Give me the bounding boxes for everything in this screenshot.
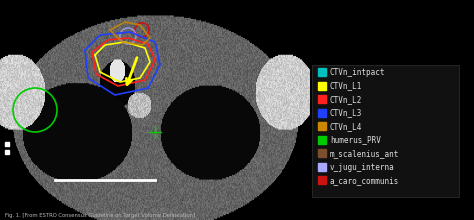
Text: CTVn_L4: CTVn_L4 — [330, 122, 363, 131]
Bar — [318, 149, 326, 157]
Bar — [318, 68, 326, 76]
Bar — [5, 150, 9, 154]
Text: CTVn_L3: CTVn_L3 — [330, 108, 363, 117]
Text: humerus_PRV: humerus_PRV — [330, 136, 381, 145]
FancyBboxPatch shape — [312, 65, 459, 196]
Bar — [318, 176, 326, 184]
Bar — [318, 108, 326, 117]
Bar — [5, 142, 9, 146]
Text: CTVn_L2: CTVn_L2 — [330, 95, 363, 104]
Text: CTVn_intpact: CTVn_intpact — [330, 68, 385, 77]
Text: m_scalenius_ant: m_scalenius_ant — [330, 149, 400, 158]
Bar — [318, 81, 326, 90]
Bar — [318, 163, 326, 170]
Text: Fig. 1. [From ESTRO Consensus Guideline on Target Volume Delineation]: Fig. 1. [From ESTRO Consensus Guideline … — [5, 213, 195, 218]
Bar — [318, 95, 326, 103]
Text: v_jugu_interna: v_jugu_interna — [330, 163, 395, 172]
Bar — [318, 122, 326, 130]
Text: CTVn_L1: CTVn_L1 — [330, 81, 363, 90]
Text: a_caro_communis: a_caro_communis — [330, 176, 400, 185]
Bar — [318, 136, 326, 143]
